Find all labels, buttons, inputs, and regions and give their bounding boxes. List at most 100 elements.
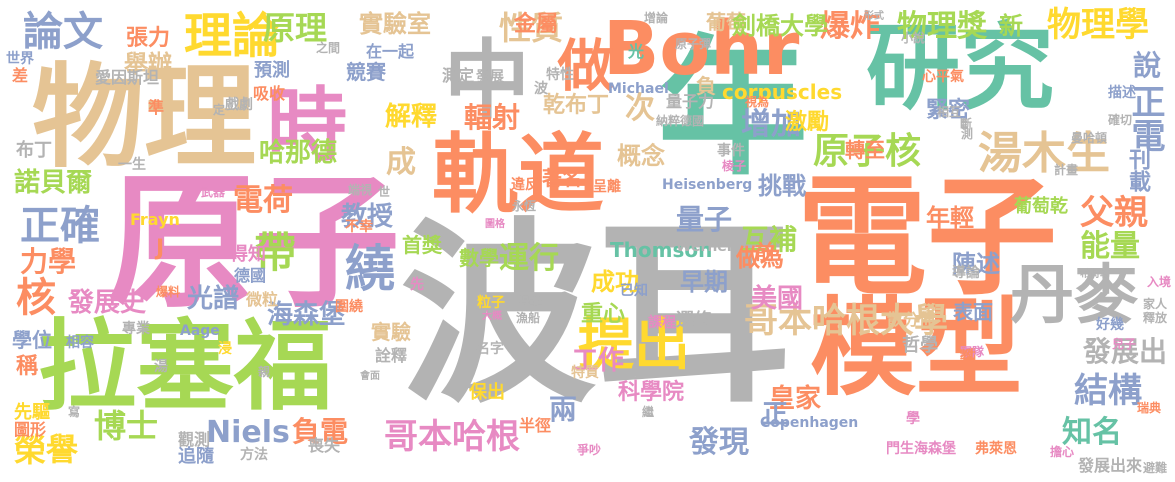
cloud-word: 拉塞福 — [38, 310, 333, 424]
cloud-word: 緊密 — [926, 98, 971, 123]
cloud-word: 研究 — [866, 14, 1055, 123]
cloud-word: 詮釋 — [375, 346, 408, 365]
cloud-word: 得獎 — [518, 295, 543, 309]
cloud-word: 一生 — [118, 157, 146, 173]
cloud-word: 寫 — [68, 405, 81, 419]
cloud-word: 葡萄 — [706, 10, 746, 34]
cloud-word: 發展出 — [1083, 335, 1168, 368]
cloud-word: 繼 — [642, 405, 655, 419]
cloud-word: 運行 — [499, 241, 559, 276]
cloud-word: 納粹德國 — [656, 114, 705, 128]
cloud-word: 愛因斯坦 — [95, 68, 160, 87]
cloud-word: 概念 — [617, 142, 665, 170]
cloud-word: 互補 — [741, 223, 798, 256]
cloud-word: 小說 — [901, 31, 926, 45]
cloud-word: 榮譽 — [14, 431, 79, 469]
cloud-word: 年 — [658, 22, 809, 196]
cloud-word: J — [156, 236, 165, 261]
cloud-word: 相互 — [937, 105, 962, 119]
cloud-word: 理論 — [184, 8, 281, 64]
cloud-word: 解釋 — [385, 102, 438, 132]
cloud-word: 之間 — [316, 41, 341, 55]
cloud-word: 端視 — [348, 183, 373, 197]
cloud-word: 差 — [12, 66, 29, 85]
cloud-word: 測定 — [442, 66, 475, 85]
cloud-word: 永恆 — [512, 199, 537, 213]
cloud-word: 波耳 — [400, 202, 793, 430]
cloud-word: 散分佈 — [887, 310, 936, 329]
cloud-word: 棱子 — [722, 159, 747, 173]
cloud-word: 增論 — [644, 11, 669, 25]
cloud-word: 海森堡 — [267, 300, 346, 330]
cloud-word: 浸 — [218, 341, 232, 357]
cloud-word: 物理獎 — [897, 9, 987, 44]
cloud-word: 入境 — [1146, 275, 1171, 289]
cloud-word: 半徑 — [519, 416, 552, 435]
cloud-word: Bohr — [603, 6, 800, 92]
cloud-word: 好幾 — [1096, 317, 1124, 333]
cloud-word: 負 — [696, 74, 716, 98]
cloud-word: 選修 — [676, 310, 712, 331]
cloud-word: 激勵 — [785, 110, 830, 135]
cloud-word: 正確 — [20, 203, 100, 249]
cloud-word: 武器 — [201, 185, 226, 199]
cloud-word: 量子力 — [666, 92, 715, 111]
cloud-word: 世 — [378, 185, 391, 199]
cloud-word: 瑞典 — [1137, 401, 1162, 415]
cloud-word: 視為 — [745, 95, 770, 109]
cloud-word: 正 — [762, 400, 789, 430]
cloud-word: 競賽 — [346, 60, 386, 84]
cloud-word: 兩 — [549, 393, 578, 426]
cloud-word: 知名 — [1062, 415, 1122, 450]
cloud-word: 博士 — [94, 407, 159, 445]
cloud-word: 布丁 — [16, 140, 52, 161]
cloud-word: 圖形 — [14, 420, 47, 439]
cloud-word: 心平氣 — [922, 69, 964, 85]
cloud-word: 模型 — [810, 287, 1022, 410]
cloud-word: Frayn — [130, 210, 180, 229]
cloud-word: 正電 — [1125, 84, 1165, 152]
cloud-word: 光 — [628, 42, 645, 61]
cloud-word: 避難 — [1143, 461, 1168, 475]
cloud-word: 丹麥 — [1010, 259, 1138, 333]
cloud-word: Aage — [180, 323, 220, 339]
cloud-word: 圖格 — [485, 219, 505, 230]
cloud-word: 不幸 — [345, 219, 373, 235]
cloud-word: 漁船 — [516, 311, 541, 325]
cloud-word: Werner — [676, 239, 734, 255]
cloud-word: 學位 — [12, 328, 52, 352]
cloud-word: 陳述 — [952, 250, 1000, 278]
cloud-word: 粒子 — [477, 295, 505, 311]
cloud-word: 原理 — [263, 9, 328, 47]
cloud-word: 特性 — [546, 67, 574, 83]
cloud-word: 觀測 — [178, 430, 211, 449]
cloud-word: 挑戰 — [758, 172, 806, 200]
cloud-word: 已知 — [620, 283, 648, 299]
cloud-word: 物理 — [32, 53, 256, 183]
cloud-word: 門生海森堡 — [886, 441, 956, 457]
cloud-word: 斷 — [960, 117, 973, 131]
cloud-word: 量子 — [676, 203, 733, 236]
cloud-word: 希特勒 — [1080, 269, 1110, 280]
cloud-word: 力學 — [20, 245, 77, 278]
cloud-word: 微粒 — [246, 290, 279, 309]
cloud-word: 保出 — [469, 382, 505, 403]
cloud-word: 哈那德 — [259, 138, 338, 168]
cloud-word: 教授 — [341, 202, 394, 232]
cloud-word: 實驗室 — [359, 10, 431, 38]
cloud-word: 追隨 — [178, 446, 214, 467]
cloud-word: 湯木生 — [978, 128, 1110, 179]
cloud-word: 原子 — [108, 158, 400, 328]
cloud-word: 方法 — [240, 447, 268, 463]
cloud-word: 時 — [267, 79, 347, 172]
cloud-word: 軍隊 — [960, 345, 985, 359]
cloud-word: 光譜 — [187, 284, 240, 314]
cloud-word: 前 — [755, 240, 775, 264]
cloud-word: 導論 — [952, 265, 980, 281]
cloud-word: 大概 — [482, 311, 502, 322]
cloud-word: 爆炸 — [820, 9, 880, 44]
cloud-word: 原子彈 — [675, 37, 712, 51]
cloud-word: 爆料 — [156, 285, 181, 299]
cloud-word: 刊載 — [1125, 148, 1150, 192]
cloud-word: 世界 — [6, 51, 34, 67]
